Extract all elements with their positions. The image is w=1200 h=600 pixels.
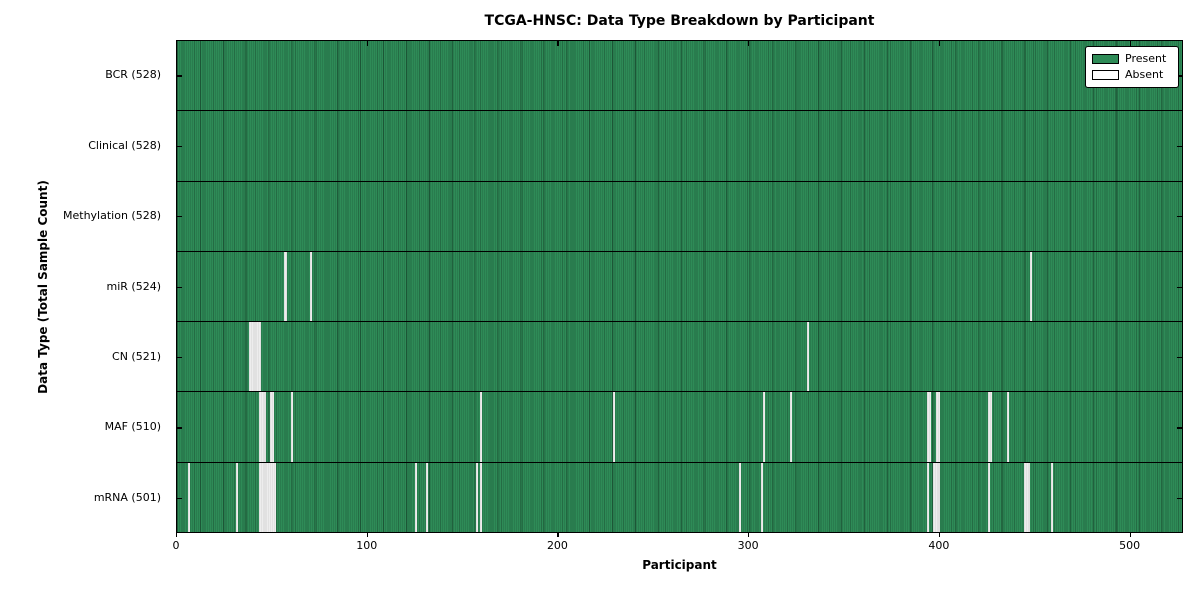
y-tick-label: BCR (528)	[105, 68, 161, 82]
absent-gap	[1024, 462, 1030, 532]
chart-title: TCGA-HNSC: Data Type Breakdown by Partic…	[484, 13, 875, 29]
absent-gap	[188, 462, 191, 532]
row-bcr	[177, 41, 1182, 111]
absent-gap	[479, 392, 482, 462]
y-tick-label: Methylation (528)	[63, 209, 161, 223]
absent-gap	[926, 462, 929, 532]
absent-gap	[270, 392, 275, 462]
x-tick-mark-top	[938, 41, 941, 46]
y-tick-label: CN (521)	[112, 349, 161, 363]
absent-gap	[258, 392, 267, 462]
absent-gap	[807, 322, 810, 392]
y-tick-label: Clinical (528)	[88, 138, 161, 152]
legend-item-absent: Absent	[1092, 69, 1172, 81]
row-clinical	[177, 110, 1182, 181]
absent-gap	[1029, 251, 1032, 322]
y-tick-mark-right	[1177, 286, 1182, 288]
row-mrna	[177, 461, 1182, 532]
x-tick-label: 200	[546, 539, 568, 552]
y-tick-mark-left	[177, 145, 182, 147]
x-axis-label: Participant	[642, 558, 717, 572]
absent-gap	[1006, 392, 1009, 462]
absent-gap	[738, 462, 741, 532]
y-tick-mark-right	[1177, 497, 1182, 500]
x-tick-mark-top	[557, 41, 559, 46]
x-tick-mark-top	[748, 41, 750, 46]
plot-area	[176, 40, 1183, 533]
legend-label-present: Present	[1125, 52, 1167, 65]
row-maf	[177, 391, 1182, 462]
x-tick-mark-bottom	[1129, 533, 1131, 537]
y-tick-mark-left	[177, 356, 182, 359]
absent-gap	[291, 392, 294, 462]
absent-gap	[310, 251, 313, 322]
absent-gap	[475, 462, 478, 532]
x-tick-mark-bottom	[176, 533, 178, 537]
absent-gap	[932, 462, 941, 532]
absent-gap	[987, 462, 990, 532]
absent-swatch-icon	[1092, 70, 1119, 80]
y-tick-mark-left	[177, 216, 182, 218]
x-tick-label: 100	[356, 539, 378, 552]
x-tick-labels: 0 100 200 300 400 500	[172, 539, 1183, 555]
y-tick-mark-right	[1177, 216, 1182, 218]
row-methylation	[177, 180, 1182, 251]
y-tick-mark-left	[177, 497, 182, 500]
y-tick-labels: BCR (528) Clinical (528) Methylation (528)…	[0, 40, 168, 533]
y-tick-mark-right	[1177, 427, 1182, 429]
absent-gap	[283, 251, 288, 322]
x-tick-label: 300	[737, 539, 759, 552]
absent-gap	[479, 462, 482, 532]
y-tick-label: mRNA (501)	[93, 490, 161, 504]
x-tick-mark-top	[366, 41, 369, 46]
row-cn	[177, 321, 1182, 392]
present-swatch-icon	[1092, 54, 1119, 64]
y-tick-mark-left	[177, 286, 182, 288]
y-tick-label: miR (524)	[106, 279, 162, 293]
absent-gap	[249, 322, 261, 392]
x-tick-label: 0	[172, 539, 180, 552]
absent-gap	[936, 392, 941, 462]
x-tick-mark-bottom	[938, 533, 941, 537]
x-tick-mark-top	[1129, 41, 1131, 46]
absent-gap	[612, 392, 615, 462]
absent-gap	[1050, 462, 1053, 532]
legend-label-absent: Absent	[1125, 68, 1164, 81]
legend-item-present: Present	[1092, 53, 1172, 65]
x-tick-mark-bottom	[748, 533, 750, 537]
x-tick-mark-bottom	[557, 533, 559, 537]
row-mir	[177, 250, 1182, 322]
absent-gap	[258, 462, 276, 532]
absent-gap	[414, 462, 417, 532]
y-tick-mark-right	[1177, 75, 1182, 77]
absent-gap	[426, 462, 429, 532]
absent-gap	[987, 392, 992, 462]
legend: Present Absent	[1085, 46, 1179, 88]
absent-gap	[789, 392, 792, 462]
absent-gap	[761, 462, 764, 532]
y-tick-mark-left	[177, 75, 182, 77]
x-tick-label: 400	[928, 539, 950, 552]
y-tick-label: MAF (510)	[104, 420, 161, 434]
absent-gap	[236, 462, 238, 532]
y-tick-mark-left	[177, 427, 182, 429]
absent-gap	[926, 392, 931, 462]
x-tick-mark-bottom	[366, 533, 369, 537]
absent-gap	[763, 392, 766, 462]
y-tick-mark-right	[1177, 145, 1182, 147]
x-tick-label: 500	[1119, 539, 1141, 552]
y-tick-mark-right	[1177, 356, 1182, 359]
